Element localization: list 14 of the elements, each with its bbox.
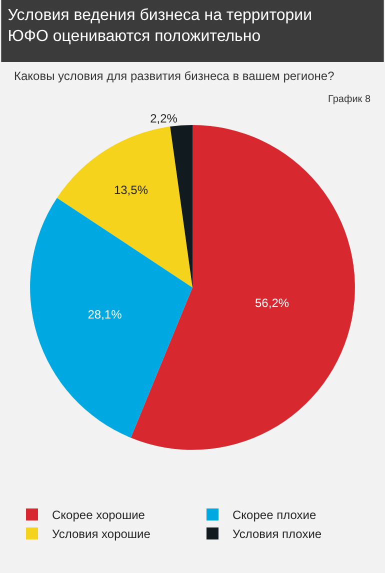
data-label: 13,5% [114, 183, 148, 198]
legend-label: Скорее хорошие [52, 508, 146, 522]
legend-label: Скорее плохие [232, 508, 316, 522]
pie-slice [170, 125, 192, 288]
legend-label: Условия плохие [232, 527, 322, 542]
data-label: 56,2% [255, 296, 290, 310]
text: График 8 [328, 94, 371, 105]
pie-slice [30, 198, 192, 438]
legend-label: Условия хорошие [52, 527, 151, 542]
data-label: 28,1% [88, 307, 122, 322]
data-label: 2,2% [150, 111, 178, 126]
pie-slice [57, 126, 192, 288]
chart-title: Условия ведения бизнеса на территории ЮФО оцениваются положительно [8, 7, 312, 45]
chart-subtitle: Каковы условия для развития бизнеса в вашем регионе? [14, 69, 335, 83]
